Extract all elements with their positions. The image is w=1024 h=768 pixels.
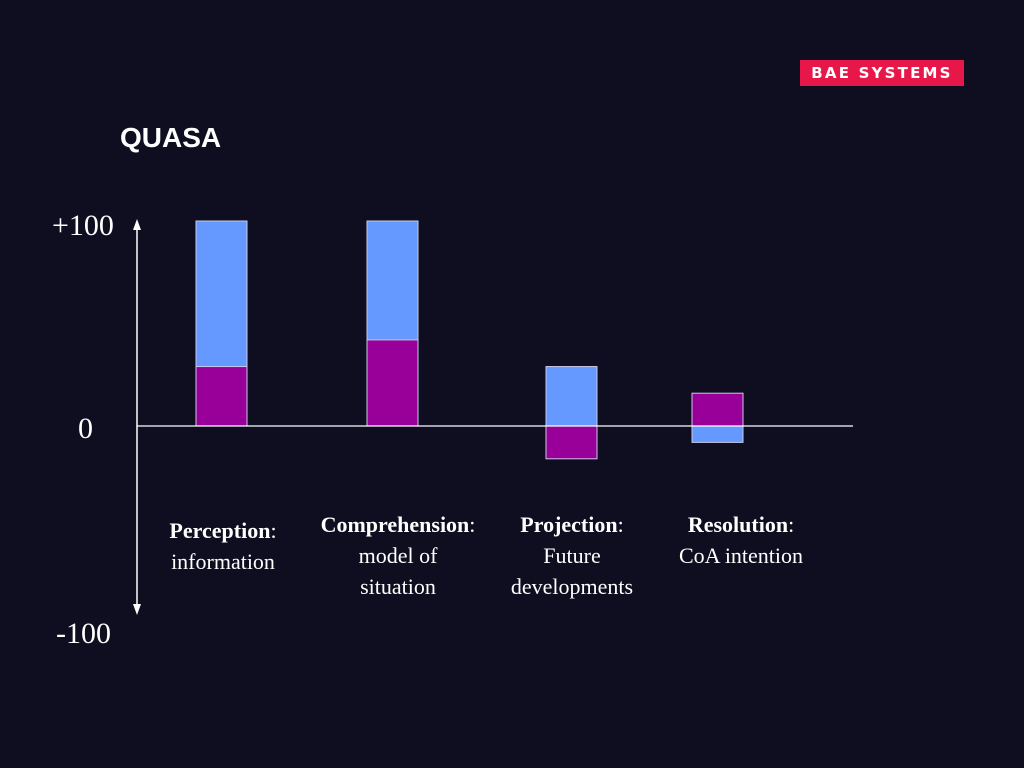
- category-desc-line1: model of: [358, 543, 438, 568]
- bar-purple-projection: [545, 425, 598, 460]
- bar-blue-resolution: [691, 425, 744, 443]
- category-label-perception: Perception: information: [169, 518, 277, 574]
- y-axis-arrow-up: [133, 219, 141, 230]
- category-label-comprehension: Comprehension: model of situation: [320, 512, 476, 599]
- category-label-projection: Projection: Future developments: [510, 512, 634, 599]
- y-tick-label: 0: [78, 412, 93, 445]
- category-desc-line2: situation: [360, 574, 436, 599]
- page-title: QUASA: [120, 122, 222, 153]
- y-tick-label: +100: [52, 209, 114, 242]
- y-tick-label: -100: [56, 617, 111, 650]
- category-label-resolution: Resolution: CoA intention: [678, 512, 804, 568]
- category-desc-line1: information: [171, 549, 275, 574]
- category-name: Projection: [520, 512, 618, 537]
- bar-purple-comprehension: [366, 339, 419, 427]
- y-axis-arrow-down: [133, 604, 141, 615]
- bar-blue-projection: [545, 366, 598, 427]
- category-name: Resolution: [687, 512, 789, 537]
- bae-systems-logo: BAE SYSTEMS: [800, 60, 964, 86]
- bar-purple-resolution: [691, 392, 744, 427]
- category-desc-line2: developments: [510, 574, 634, 599]
- category-name: Perception: [169, 518, 271, 543]
- category-desc-line1: CoA intention: [678, 543, 804, 568]
- bar-purple-perception: [195, 366, 248, 427]
- category-desc-line1: Future: [543, 543, 601, 568]
- category-name: Comprehension: [320, 512, 470, 537]
